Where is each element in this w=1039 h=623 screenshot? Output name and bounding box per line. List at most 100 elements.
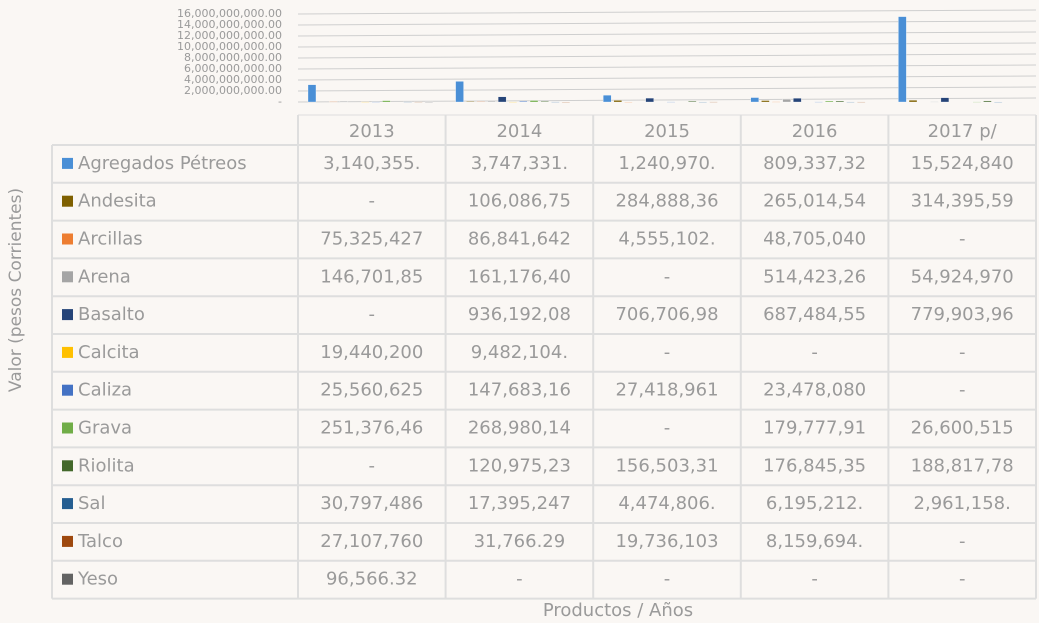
legend-label: Talco [77, 531, 123, 552]
y-tick-label: 4,000,000,000.00 [184, 73, 282, 86]
value-label: 4,555,102. [618, 229, 715, 250]
legend-key [62, 309, 73, 321]
bar [613, 100, 622, 103]
value-label: 3,747,331. [471, 153, 568, 174]
value-label: 9,482,104. [471, 342, 568, 363]
grid-line [297, 31, 1037, 37]
bar [835, 100, 844, 103]
y-tick-label: 2,000,000,000.00 [184, 84, 282, 97]
bar [455, 81, 464, 103]
legend-label: Arena [78, 266, 131, 287]
x-tick-label: 2017 p/ [928, 121, 998, 142]
value-label: 54,924,970 [911, 266, 1014, 287]
value-label: 2,961,158. [914, 493, 1011, 514]
value-label: - [959, 380, 966, 401]
value-label: - [369, 455, 376, 476]
x-tick-label: 2013 [349, 121, 395, 142]
legend-label: Riolita [78, 455, 135, 476]
legend-key [62, 573, 73, 585]
bar [688, 100, 697, 103]
bar [856, 101, 866, 103]
bar [519, 101, 528, 103]
x-tick-label: 2015 [644, 121, 690, 142]
legend-label: Agregados Pétreos [78, 153, 247, 174]
legend-key [62, 422, 73, 434]
bar [551, 101, 560, 103]
value-label: 936,192,08 [468, 304, 571, 325]
grid-line [297, 64, 1037, 70]
legend-key [62, 498, 73, 510]
value-label: 176,845,35 [763, 455, 866, 476]
value-label: 96,566.32 [326, 569, 418, 590]
grid-line [297, 9, 1037, 15]
value-label: 687,484,55 [763, 304, 866, 325]
legend-key [62, 460, 73, 472]
value-label: 27,418,961 [615, 380, 718, 401]
value-label: - [664, 569, 671, 590]
bar [361, 101, 370, 103]
y-axis-title: Valor (pesos Corrientes) [6, 188, 26, 392]
bar [993, 101, 1003, 103]
bar [940, 97, 950, 103]
y-tick-label: 10,000,000,000.00 [177, 40, 282, 53]
x-tick-label: 2014 [496, 121, 542, 142]
legend-key [62, 346, 73, 358]
y-tick-label: 8,000,000,000.00 [184, 51, 282, 64]
value-label: 26,600,515 [911, 418, 1014, 439]
grid-line [297, 53, 1037, 59]
bar [972, 101, 981, 103]
bar [814, 101, 823, 103]
grid-line [297, 97, 1037, 103]
y-tick-label: 16,000,000,000.00 [177, 7, 282, 20]
bar [382, 100, 391, 103]
bar [793, 98, 802, 103]
bar [561, 101, 571, 103]
bar [709, 101, 718, 103]
bar [371, 101, 380, 103]
value-label: - [959, 569, 966, 590]
value-label: - [369, 304, 376, 325]
bar [908, 100, 918, 103]
bar [476, 101, 485, 103]
grid-line [297, 75, 1037, 81]
value-label: 31,766.29 [474, 531, 566, 552]
value-label: 779,903,96 [911, 304, 1014, 325]
bar [624, 101, 633, 103]
bar [307, 84, 317, 103]
value-label: 188,817,78 [911, 455, 1014, 476]
legend-label: Calcita [78, 342, 140, 363]
y-tick-label: - [278, 95, 282, 108]
bar [487, 100, 496, 103]
value-label: 265,014,54 [763, 191, 866, 212]
x-tick-label: 2016 [792, 121, 838, 142]
value-label: 251,376,46 [320, 418, 423, 439]
grid-line [297, 86, 1037, 92]
legend-label: Arcillas [78, 229, 143, 250]
legend-label: Andesita [78, 191, 157, 212]
value-label: 314,395,59 [911, 191, 1014, 212]
legend-label: Yeso [77, 569, 118, 590]
legend-label: Sal [78, 493, 105, 514]
grid-line [297, 42, 1037, 48]
value-label: - [811, 569, 818, 590]
y-tick-label: 6,000,000,000.00 [184, 62, 282, 75]
legend-key [62, 384, 73, 396]
value-label: 146,701,85 [320, 266, 423, 287]
bar [424, 101, 434, 103]
x-axis-title: Productos / Años [543, 600, 693, 621]
value-label: - [664, 418, 671, 439]
value-label: - [959, 342, 966, 363]
legend-label: Grava [78, 418, 132, 439]
legend-key [62, 195, 73, 207]
bar [782, 99, 791, 103]
bar [825, 100, 834, 103]
value-label: 86,841,642 [468, 229, 571, 250]
y-tick-label: 14,000,000,000.00 [177, 18, 282, 31]
value-label: - [664, 342, 671, 363]
bar [466, 101, 475, 103]
value-label: 1,240,970. [618, 153, 715, 174]
value-label: - [811, 342, 818, 363]
legend-label: Caliza [78, 380, 132, 401]
bar [508, 101, 517, 103]
